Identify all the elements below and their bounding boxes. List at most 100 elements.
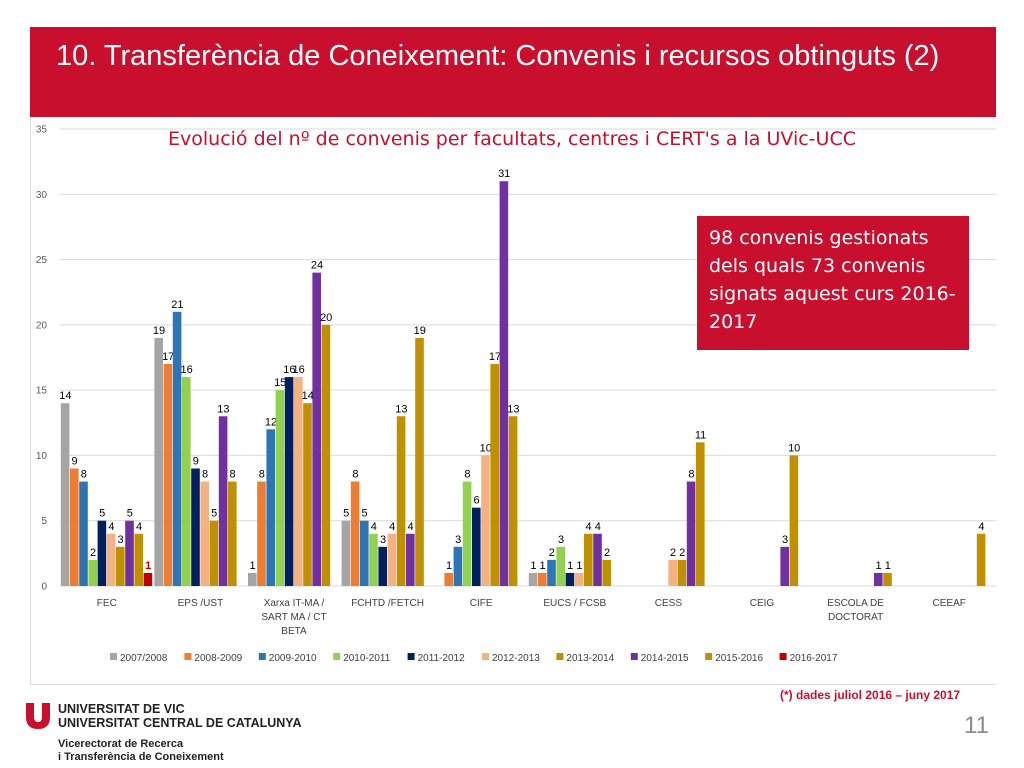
data-label: 5 [362, 508, 368, 520]
data-label: 12 [265, 416, 277, 428]
data-label: 17 [162, 351, 174, 363]
university-name: UNIVERSITAT DE VIC UNIVERSITAT CENTRAL D… [58, 702, 302, 730]
bar [97, 520, 107, 586]
data-label: 4 [371, 521, 377, 533]
legend-label: 2010-2011 [343, 653, 391, 664]
data-label: 1 [885, 560, 891, 572]
x-tick-label: CEIG [750, 598, 775, 609]
bar [350, 481, 360, 586]
legend-swatch [779, 653, 787, 660]
bar [789, 455, 799, 586]
data-label: 1 [530, 560, 536, 572]
data-label: 6 [474, 495, 480, 507]
x-tick-label: CESS [655, 598, 683, 609]
bar [696, 442, 705, 586]
legend-swatch [705, 653, 713, 660]
bar [538, 572, 547, 586]
legend-label: 2015-2016 [715, 653, 763, 664]
data-label: 9 [193, 455, 199, 467]
data-label: 19 [153, 325, 165, 337]
university-logo-icon [26, 703, 50, 729]
bar [70, 468, 79, 586]
data-label: 13 [217, 403, 229, 415]
data-label: 5 [99, 508, 105, 520]
data-label: 3 [455, 534, 461, 546]
footnote: (*) dades juliol 2016 – juny 2017 [780, 688, 961, 702]
data-label: 19 [414, 325, 426, 337]
data-label: 21 [171, 299, 183, 311]
data-label: 2 [679, 547, 685, 559]
data-label: 14 [59, 390, 71, 402]
data-label: 16 [180, 364, 192, 376]
y-tick-label: 25 [36, 255, 48, 266]
bar [490, 364, 499, 586]
bar [565, 572, 575, 586]
bar [976, 533, 986, 586]
y-tick-label: 5 [41, 516, 47, 527]
y-tick-label: 35 [36, 125, 48, 136]
data-label: 4 [586, 521, 592, 533]
data-label: 4 [408, 521, 414, 533]
bar [79, 481, 88, 586]
page-number: 11 [964, 712, 989, 739]
data-label: 15 [274, 377, 286, 389]
bar [275, 390, 285, 586]
bar [294, 377, 303, 586]
data-label: 1 [567, 560, 573, 572]
data-label: 8 [352, 469, 358, 481]
bar [584, 533, 593, 586]
legend-label: 2007/2008 [120, 653, 168, 664]
bar [134, 533, 143, 586]
x-tick-label: ESCOLA DE DOCTORAT [827, 598, 884, 623]
data-label: 8 [688, 469, 694, 481]
data-label: 3 [558, 534, 564, 546]
legend-swatch [407, 653, 415, 660]
data-label: 31 [498, 168, 510, 180]
y-tick-label: 0 [41, 582, 47, 593]
bar [341, 520, 351, 586]
legend-label: 2012-2013 [492, 653, 540, 664]
bar [462, 481, 472, 586]
data-label: 1 [576, 560, 582, 572]
bar [125, 520, 134, 586]
bar [602, 559, 611, 586]
vicerectorat-line-1: Vicerectorat de Recerca [58, 738, 184, 750]
bar [874, 572, 883, 586]
legend-swatch [482, 653, 489, 660]
bar [116, 546, 125, 586]
legend-swatch [258, 653, 266, 660]
university-line-2: UNIVERSITAT CENTRAL DE CATALUNYA [58, 716, 302, 730]
bar [453, 546, 463, 586]
data-label: 8 [230, 469, 236, 481]
bar [303, 403, 312, 586]
bar [360, 520, 369, 586]
data-label: 14 [302, 390, 314, 402]
bar [369, 533, 378, 586]
data-label: 16 [283, 364, 295, 376]
bar [321, 324, 331, 586]
bar [143, 572, 153, 586]
data-label: 13 [395, 403, 407, 415]
bar [284, 377, 294, 586]
bar [182, 377, 191, 586]
data-label: 1 [145, 560, 151, 572]
bar [257, 481, 266, 586]
legend-label: 2016-2017 [790, 653, 838, 664]
chart-title: Evolució del nº de convenis per facultat… [168, 128, 856, 150]
data-label: 20 [320, 312, 332, 324]
bar [163, 364, 173, 586]
bar [444, 572, 453, 586]
bar [312, 272, 321, 586]
data-label: 5 [127, 508, 133, 520]
bar [266, 429, 275, 586]
data-label: 4 [136, 521, 142, 533]
legend-swatch [184, 653, 192, 660]
data-label: 3 [782, 534, 788, 546]
bar [191, 468, 200, 586]
data-label: 11 [695, 429, 706, 441]
bar [528, 572, 538, 586]
bar [686, 481, 696, 586]
bar [154, 337, 163, 586]
bar [396, 416, 406, 586]
